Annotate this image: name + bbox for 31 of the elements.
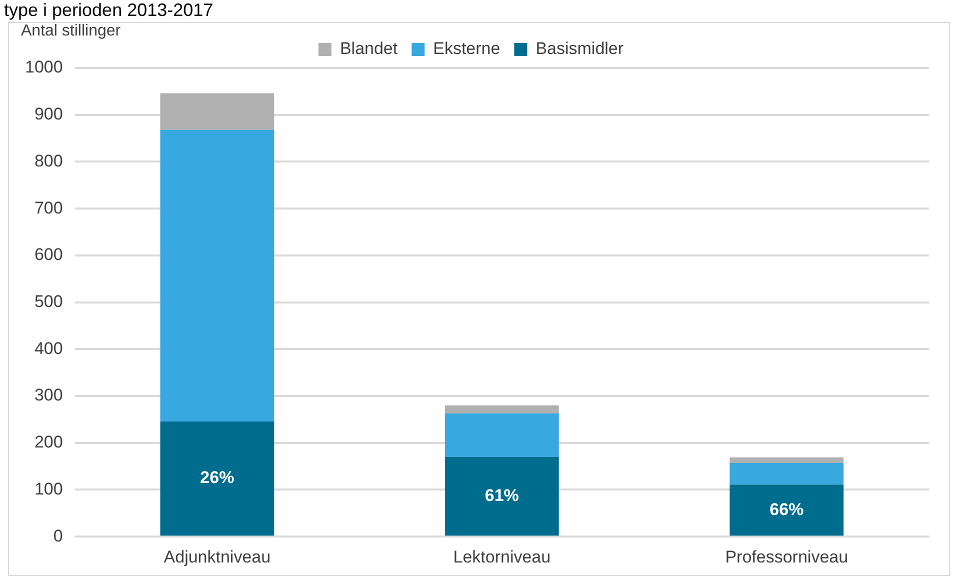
y-tick-label: 200 xyxy=(34,432,63,452)
legend-label: Eksterne xyxy=(433,39,500,58)
y-tick-label: 100 xyxy=(34,479,63,498)
bar xyxy=(160,93,274,130)
x-tick-label: Adjunktniveau xyxy=(164,547,271,566)
x-tick-label: Professorniveau xyxy=(725,547,848,566)
y-tick-label: 500 xyxy=(34,292,63,311)
legend-label: Basismidler xyxy=(536,39,624,58)
bar xyxy=(730,484,844,536)
annotation: 66% xyxy=(770,500,804,519)
bar xyxy=(444,413,559,457)
y-axis-title: Antal stillinger xyxy=(21,22,122,40)
bar xyxy=(160,421,274,536)
x-tick-label: Lektorniveau xyxy=(453,547,551,566)
annotation: 26% xyxy=(200,468,234,488)
chart-title: type i perioden 2013-2017 xyxy=(4,0,214,20)
bar xyxy=(444,405,559,414)
annotation: 61% xyxy=(484,486,519,505)
y-tick-label: 800 xyxy=(34,151,63,170)
bar xyxy=(730,463,844,485)
y-tick-label: 1000 xyxy=(24,58,63,77)
y-tick-label: 300 xyxy=(34,386,63,405)
y-tick-label: 900 xyxy=(34,104,63,124)
bar xyxy=(444,456,559,536)
bar xyxy=(160,130,274,422)
y-tick-label: 600 xyxy=(34,245,63,264)
bar xyxy=(730,457,844,464)
y-tick-label: 0 xyxy=(53,526,63,546)
y-tick-label: 700 xyxy=(34,198,63,218)
y-tick-label: 400 xyxy=(34,338,63,358)
legend-label: Blandet xyxy=(340,39,398,58)
